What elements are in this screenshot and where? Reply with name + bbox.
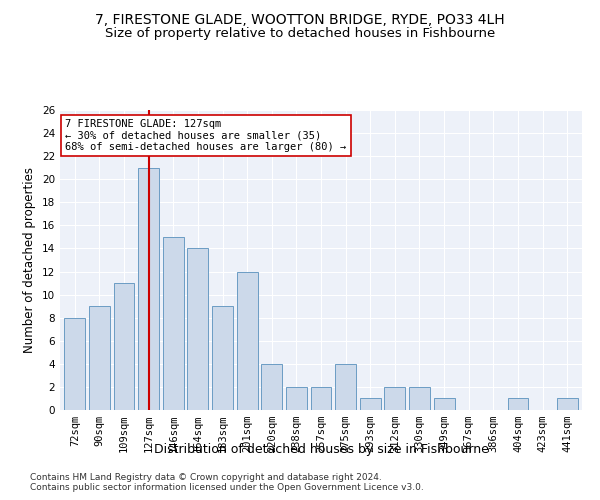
- Bar: [212, 306, 233, 410]
- Bar: [409, 387, 430, 410]
- Bar: [187, 248, 208, 410]
- Bar: [385, 387, 406, 410]
- Text: Size of property relative to detached houses in Fishbourne: Size of property relative to detached ho…: [105, 28, 495, 40]
- Bar: [113, 283, 134, 410]
- Bar: [163, 237, 184, 410]
- Text: 7 FIRESTONE GLADE: 127sqm
← 30% of detached houses are smaller (35)
68% of semi-: 7 FIRESTONE GLADE: 127sqm ← 30% of detac…: [65, 119, 346, 152]
- Bar: [311, 387, 331, 410]
- Text: Distribution of detached houses by size in Fishbourne: Distribution of detached houses by size …: [154, 442, 488, 456]
- Bar: [261, 364, 282, 410]
- Bar: [360, 398, 381, 410]
- Bar: [138, 168, 159, 410]
- Bar: [64, 318, 85, 410]
- Text: Contains public sector information licensed under the Open Government Licence v3: Contains public sector information licen…: [30, 484, 424, 492]
- Bar: [508, 398, 529, 410]
- Bar: [557, 398, 578, 410]
- Bar: [434, 398, 455, 410]
- Bar: [335, 364, 356, 410]
- Bar: [236, 272, 257, 410]
- Bar: [286, 387, 307, 410]
- Bar: [89, 306, 110, 410]
- Text: 7, FIRESTONE GLADE, WOOTTON BRIDGE, RYDE, PO33 4LH: 7, FIRESTONE GLADE, WOOTTON BRIDGE, RYDE…: [95, 12, 505, 26]
- Y-axis label: Number of detached properties: Number of detached properties: [23, 167, 37, 353]
- Text: Contains HM Land Registry data © Crown copyright and database right 2024.: Contains HM Land Registry data © Crown c…: [30, 472, 382, 482]
